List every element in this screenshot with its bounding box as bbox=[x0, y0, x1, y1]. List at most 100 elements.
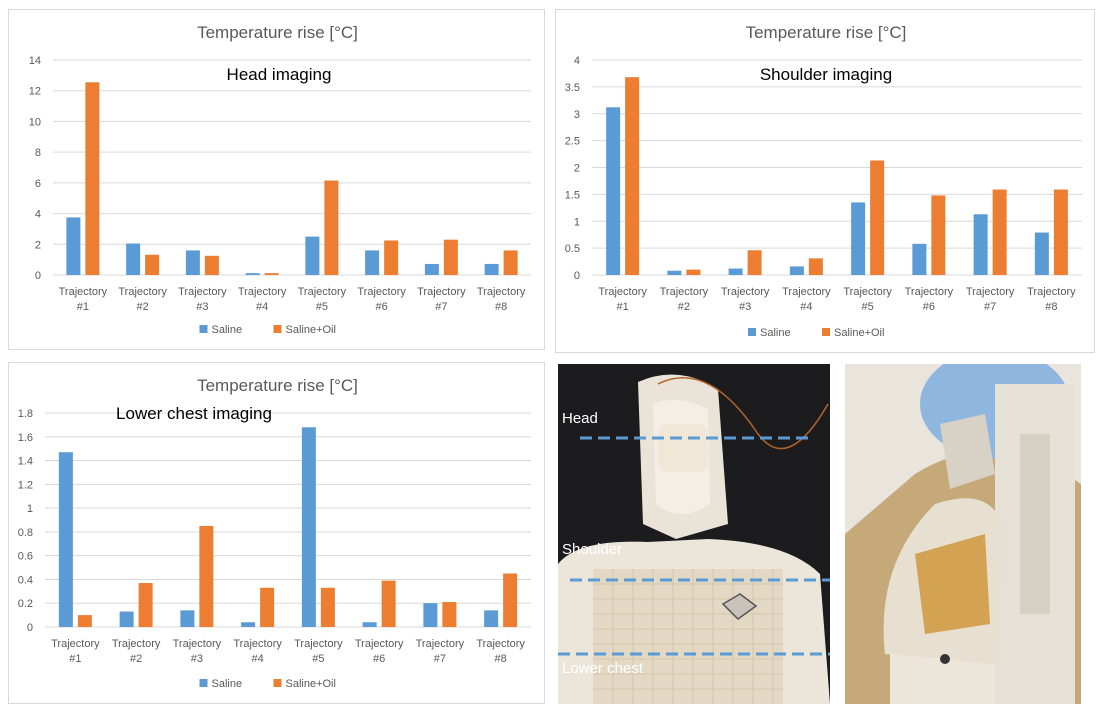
bar-saline-5 bbox=[301, 427, 316, 627]
bar-saline-4 bbox=[789, 266, 804, 275]
x-tick-label: Trajectory #6 bbox=[905, 286, 954, 313]
bar-saline-1 bbox=[66, 217, 81, 275]
bar-saline-oil-1 bbox=[85, 82, 100, 276]
y-tick-label: 1 bbox=[27, 503, 33, 515]
bar-saline-4 bbox=[245, 273, 260, 275]
x-tick-label: Trajectory #6 bbox=[355, 638, 404, 665]
bar-saline-7 bbox=[424, 263, 439, 275]
phantom-illustration bbox=[558, 364, 830, 704]
bar-saline-oil-6 bbox=[381, 580, 396, 627]
bar-saline-7 bbox=[973, 214, 988, 275]
chart-annotation: Head imaging bbox=[227, 65, 332, 84]
y-tick-label: 1 bbox=[574, 216, 580, 228]
x-tick-label: Trajectory #3 bbox=[173, 638, 222, 665]
lower-chest-imaging-chart: Temperature rise [°C] 0 0.2 0.4 0.6 0.8 1 1.2 1.… bbox=[8, 362, 545, 704]
bar-saline-oil-5 bbox=[870, 160, 885, 275]
chart-title: Temperature rise [°C] bbox=[746, 23, 907, 42]
bar-saline-5 bbox=[851, 202, 866, 275]
y-tick-label: 4 bbox=[35, 209, 41, 221]
y-tick-label: 1.5 bbox=[565, 189, 580, 201]
y-tick-label: 1.6 bbox=[18, 432, 33, 444]
y-tick-label: 12 bbox=[29, 86, 41, 98]
legend-swatch bbox=[273, 325, 282, 333]
x-tick-label: Trajectory #4 bbox=[233, 638, 282, 665]
x-tick-label: Trajectory #5 bbox=[298, 286, 347, 313]
x-tick-label: Trajectory #2 bbox=[118, 286, 167, 313]
x-tick-label: Trajectory #1 bbox=[59, 286, 108, 313]
head-imaging-chart: Temperature rise [°C] 0 2 4 6 8 10 12 14 Head ima… bbox=[8, 9, 545, 350]
chart-svg: Temperature rise [°C] 0 0.5 1 1.5 2 2.5 3 3.5 4 Sh… bbox=[565, 23, 1082, 339]
x-tick-label: Trajectory #6 bbox=[357, 286, 406, 313]
shoulder-level-label: Shoulder bbox=[562, 541, 623, 558]
bar-saline-oil-2 bbox=[145, 254, 160, 275]
bar-saline-2 bbox=[126, 243, 141, 275]
chart-svg: Temperature rise [°C] 0 2 4 6 8 10 12 14 Head ima… bbox=[29, 23, 531, 336]
y-tick-label: 3 bbox=[574, 109, 580, 121]
bar-saline-8 bbox=[484, 610, 499, 627]
y-tick-label: 0 bbox=[35, 270, 41, 282]
bar-saline-oil-2 bbox=[686, 269, 701, 275]
legend-label: Saline+Oil bbox=[286, 324, 336, 336]
y-tick-label: 2 bbox=[574, 163, 580, 175]
y-tick-label: 4 bbox=[574, 55, 580, 67]
y-tick-label: 0.8 bbox=[18, 527, 33, 539]
x-tick-label: Trajectory #3 bbox=[178, 286, 227, 313]
x-tick-label: Trajectory #2 bbox=[660, 286, 709, 313]
bar-saline-1 bbox=[58, 452, 73, 627]
y-tick-label: 2 bbox=[35, 239, 41, 251]
bar-saline-6 bbox=[912, 243, 927, 275]
bar-saline-oil-3 bbox=[747, 250, 762, 275]
bar-saline-3 bbox=[728, 268, 743, 275]
bar-saline-oil-4 bbox=[808, 258, 823, 275]
x-tick-label: Trajectory #7 bbox=[966, 286, 1015, 313]
y-tick-label: 8 bbox=[35, 147, 41, 159]
bar-saline-2 bbox=[667, 270, 682, 275]
legend-swatch bbox=[199, 679, 208, 687]
bar-saline-oil-3 bbox=[199, 525, 214, 627]
bar-saline-oil-8 bbox=[1053, 189, 1068, 275]
x-tick-label: Trajectory #5 bbox=[294, 638, 343, 665]
bar-saline-oil-8 bbox=[503, 250, 518, 275]
chart-title: Temperature rise [°C] bbox=[197, 23, 358, 42]
bar-saline-2 bbox=[119, 611, 134, 627]
y-tick-label: 0.2 bbox=[18, 598, 33, 610]
x-tick-label: Trajectory #2 bbox=[112, 638, 161, 665]
y-tick-label: 0.5 bbox=[565, 243, 580, 255]
x-tick-label: Trajectory #4 bbox=[782, 286, 831, 313]
y-tick-label: 1.2 bbox=[18, 479, 33, 491]
bar-saline-8 bbox=[1034, 232, 1049, 275]
legend-swatch bbox=[822, 328, 830, 336]
bar-saline-7 bbox=[423, 603, 438, 627]
bar-saline-4 bbox=[241, 622, 256, 627]
legend-label: Saline+Oil bbox=[286, 678, 336, 690]
bar-saline-oil-4 bbox=[260, 587, 275, 627]
y-tick-label: 0 bbox=[27, 622, 33, 634]
bar-saline-1 bbox=[606, 107, 621, 275]
legend-label: Saline bbox=[212, 324, 243, 336]
bar-saline-oil-7 bbox=[992, 189, 1007, 275]
bar-saline-oil-8 bbox=[503, 573, 518, 627]
y-tick-label: 14 bbox=[29, 55, 41, 67]
x-tick-label: Trajectory #1 bbox=[51, 638, 100, 665]
y-tick-label: 10 bbox=[29, 116, 41, 128]
bar-saline-oil-7 bbox=[442, 602, 457, 627]
chart-annotation: Shoulder imaging bbox=[760, 65, 892, 84]
shoulder-imaging-chart: Temperature rise [°C] 0 0.5 1 1.5 2 2.5 3 3.5 4 Sh… bbox=[555, 9, 1095, 353]
y-tick-label: 1.8 bbox=[18, 408, 33, 420]
y-tick-label: 2.5 bbox=[565, 136, 580, 148]
chart-annotation: Lower chest imaging bbox=[116, 404, 272, 423]
x-tick-label: Trajectory #8 bbox=[477, 286, 526, 313]
x-tick-label: Trajectory #3 bbox=[721, 286, 770, 313]
x-tick-label: Trajectory #8 bbox=[1027, 286, 1076, 313]
bar-saline-oil-7 bbox=[443, 239, 458, 275]
bar-saline-3 bbox=[180, 610, 195, 627]
bar-saline-oil-2 bbox=[138, 583, 153, 627]
lower-chest-level-label: Lower chest bbox=[562, 660, 643, 677]
bar-saline-6 bbox=[362, 622, 377, 627]
bar-saline-oil-1 bbox=[77, 615, 92, 627]
x-tick-label: Trajectory #8 bbox=[476, 638, 525, 665]
legend-swatch bbox=[748, 328, 756, 336]
legend-label: Saline+Oil bbox=[834, 327, 884, 339]
bar-saline-oil-4 bbox=[264, 273, 279, 275]
bar-saline-5 bbox=[305, 236, 320, 275]
